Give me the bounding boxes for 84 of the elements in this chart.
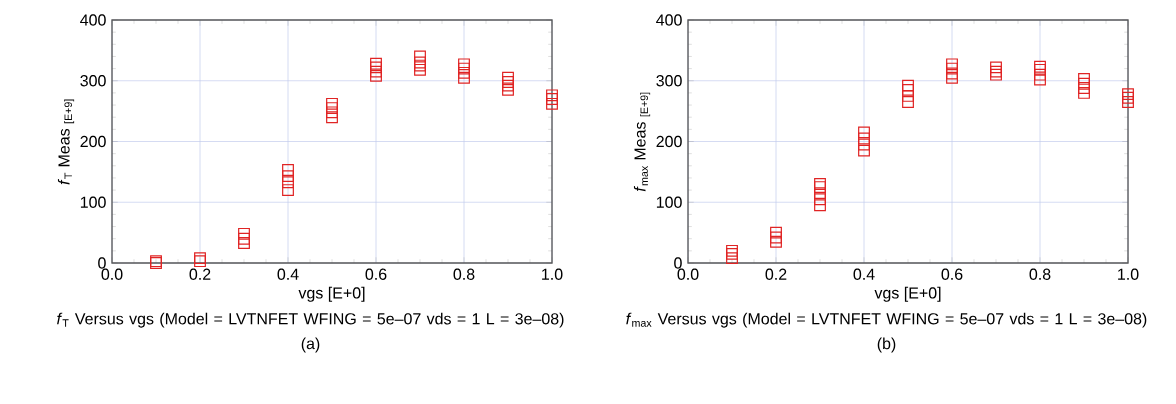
- point: [1034, 68, 1046, 81]
- point: [458, 58, 470, 71]
- text: (a): [301, 337, 320, 353]
- y-tick-label: 400: [656, 14, 682, 26]
- y-axis-title: f$_{max}$ Meas $_{[E+9]}$: [633, 92, 651, 192]
- x-tick-label: 0.4: [853, 268, 875, 280]
- point: [1034, 73, 1046, 86]
- text: (b): [877, 337, 896, 353]
- point: [282, 164, 294, 176]
- point: [282, 170, 294, 183]
- point: [370, 61, 382, 74]
- point: [458, 62, 470, 75]
- y-tick-label: 0: [98, 257, 106, 269]
- y-tick-label: 0: [674, 257, 682, 269]
- y-tick-label: 100: [80, 196, 106, 208]
- point: [502, 76, 514, 88]
- point: [946, 67, 958, 80]
- point: [502, 79, 514, 92]
- point: [326, 106, 338, 119]
- point: [946, 58, 958, 71]
- y-tick-label: 200: [80, 135, 106, 148]
- point: [414, 50, 426, 63]
- y-tick-label: 200: [656, 135, 682, 148]
- point: [858, 138, 870, 151]
- point: [238, 227, 250, 240]
- point: [414, 63, 426, 76]
- y-tick-label: 300: [656, 75, 682, 87]
- x-tick-label: 0.6: [365, 268, 387, 280]
- point: [502, 83, 514, 96]
- point: [546, 89, 558, 102]
- x-tick-label: 0.8: [1029, 268, 1051, 280]
- point: [814, 187, 826, 200]
- x-tick-label: 0.4: [277, 268, 299, 280]
- point: [1078, 86, 1090, 99]
- point: [238, 232, 250, 245]
- point: [502, 71, 514, 84]
- y-tick-label: 400: [80, 14, 106, 26]
- point: [1078, 82, 1090, 94]
- y-axis-title: f$_{T}$ Meas $_{[E+9]}$: [57, 99, 75, 185]
- x-tick-label: 0.0: [677, 268, 699, 280]
- point: [990, 61, 1002, 74]
- point: [770, 235, 782, 248]
- point: [726, 252, 738, 265]
- point: [814, 199, 826, 212]
- point: [238, 237, 250, 249]
- x-tick-label: 0.0: [101, 268, 123, 280]
- point: [370, 65, 382, 78]
- x-axis-title: vgs [E+0]: [874, 286, 941, 302]
- point: [770, 231, 782, 244]
- point: [282, 176, 294, 189]
- point: [546, 97, 558, 110]
- point: [546, 93, 558, 105]
- point: [1078, 77, 1090, 90]
- y-tick-label: 100: [656, 196, 682, 208]
- x-tick-label: 0.2: [189, 268, 211, 280]
- point: [458, 71, 470, 84]
- point: [326, 97, 338, 110]
- point: [902, 79, 914, 92]
- point: [858, 144, 870, 157]
- point: [946, 62, 958, 75]
- point: [370, 69, 382, 82]
- x-axis-title: vgs [E+0]: [298, 286, 365, 302]
- point: [370, 57, 382, 70]
- point: [946, 71, 958, 84]
- x-tick-label: 0.8: [453, 268, 475, 280]
- x-tick-label: 1.0: [1118, 268, 1139, 280]
- point: [326, 111, 338, 124]
- text: f$_{max}$ Versus vgs (Model = LVTNFET WFING = 5e–07 vds = 1 L = 3e–08): [626, 312, 1147, 328]
- point: [814, 193, 826, 206]
- x-tick-label: 0.6: [941, 268, 963, 280]
- point: [858, 132, 870, 145]
- y-tick-label: 300: [80, 75, 106, 87]
- point: [902, 83, 914, 96]
- point: [282, 184, 294, 197]
- point: [1122, 96, 1134, 108]
- point: [858, 126, 870, 139]
- text: f$_{T}$ Versus vgs (Model = LVTNFET WFING = 5e–07 vds = 1 L = 3e–08): [57, 312, 564, 328]
- point: [458, 66, 470, 79]
- point: [902, 96, 914, 108]
- point: [770, 226, 782, 239]
- point: [326, 102, 338, 115]
- x-tick-label: 0.2: [765, 268, 787, 280]
- point: [1078, 73, 1090, 85]
- x-tick-label: 1.0: [542, 268, 563, 280]
